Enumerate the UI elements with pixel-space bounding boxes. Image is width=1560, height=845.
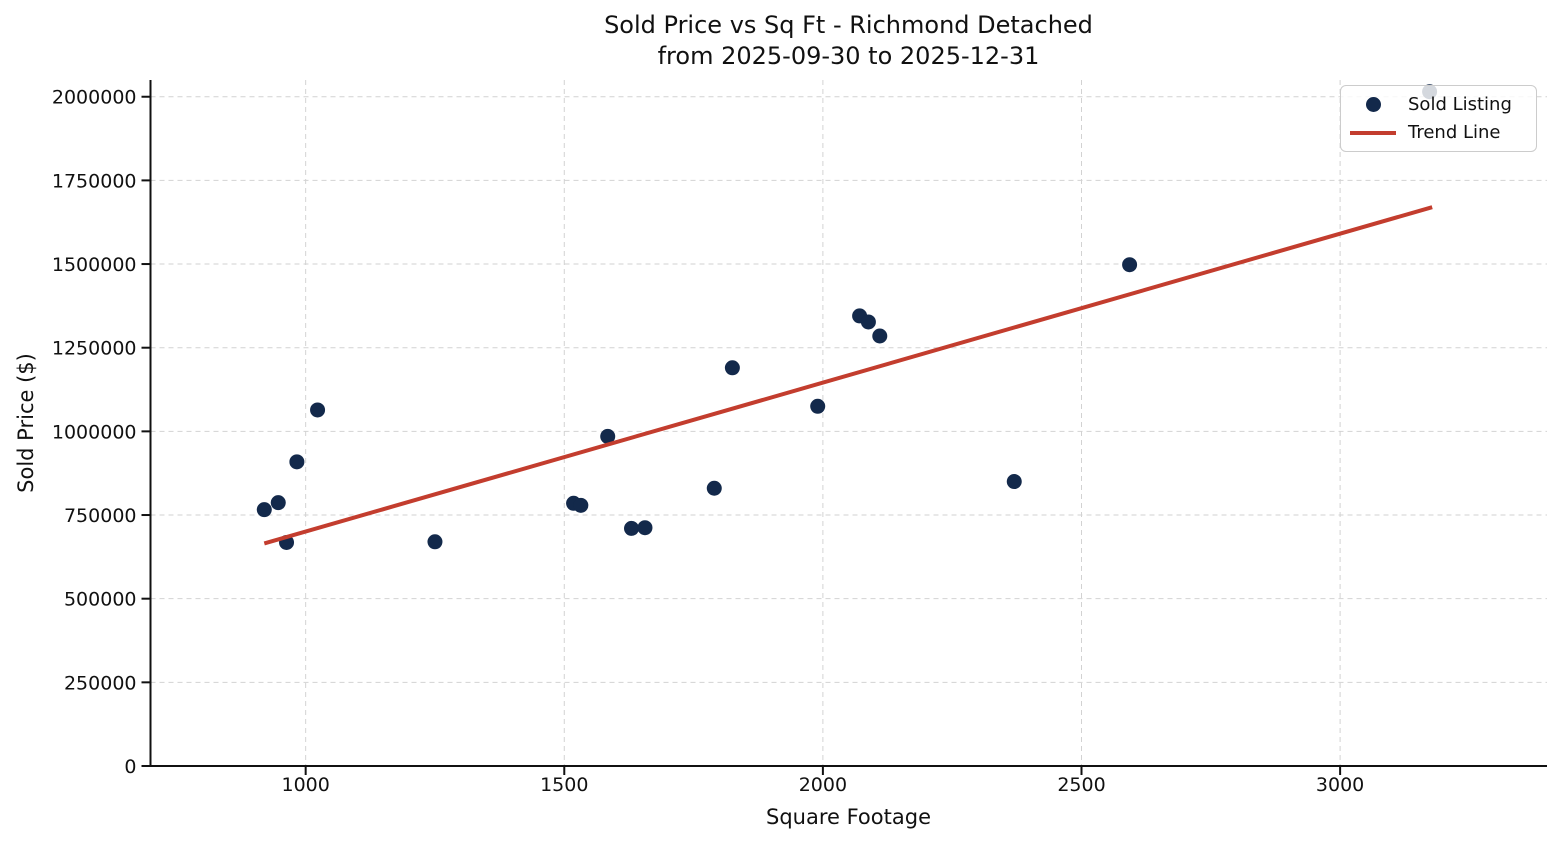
data-point xyxy=(810,398,826,414)
x-tick-label: 2500 xyxy=(1057,774,1105,796)
data-point xyxy=(427,534,443,550)
y-tick-label: 1000000 xyxy=(52,421,137,443)
data-point xyxy=(1122,257,1138,273)
trend-line-marker-icon xyxy=(1350,130,1396,135)
data-point xyxy=(624,520,640,536)
trend-line xyxy=(263,205,1433,546)
chart-title: Sold Price vs Sq Ft - Richmond Detached … xyxy=(150,10,1547,72)
data-point xyxy=(1006,474,1022,490)
data-point xyxy=(872,328,888,344)
legend: Sold Listing Trend Line xyxy=(1340,85,1537,152)
legend-label-trend-line: Trend Line xyxy=(1408,122,1501,143)
data-point xyxy=(573,497,589,513)
chart-title-line2: from 2025-09-30 to 2025-12-31 xyxy=(657,42,1040,70)
x-axis-ticks: 1000 1500 2000 2500 3000 xyxy=(281,766,1364,796)
sold-listing-marker-icon xyxy=(1365,97,1381,112)
data-point xyxy=(270,495,286,511)
data-point xyxy=(724,360,740,376)
legend-swatch-column xyxy=(1347,97,1399,112)
legend-swatch-column xyxy=(1347,130,1399,135)
data-point xyxy=(310,402,326,418)
y-tick-label: 500000 xyxy=(64,589,137,611)
y-tick-label: 0 xyxy=(124,756,136,778)
x-tick-label: 1000 xyxy=(281,774,329,796)
data-point xyxy=(600,428,616,444)
chart-title-line1: Sold Price vs Sq Ft - Richmond Detached xyxy=(604,11,1093,39)
axis-spines xyxy=(149,80,1547,767)
x-tick-label: 1500 xyxy=(540,774,588,796)
data-point xyxy=(637,520,653,536)
x-axis-label: Square Footage xyxy=(766,805,931,829)
y-tick-label: 750000 xyxy=(64,505,137,527)
data-point xyxy=(256,502,272,518)
data-point xyxy=(860,314,876,330)
y-tick-label: 1250000 xyxy=(52,338,137,360)
gridlines xyxy=(150,80,1547,766)
data-point xyxy=(289,454,305,470)
y-axis-ticks: 0 250000 500000 750000 1000000 1250000 1500000… xyxy=(52,87,151,778)
scatter-points xyxy=(256,84,1438,550)
y-tick-label: 1750000 xyxy=(52,170,137,192)
data-point xyxy=(706,480,722,496)
x-tick-label: 3000 xyxy=(1316,774,1364,796)
y-axis-label: Sold Price ($) xyxy=(14,353,38,493)
legend-item-trend-line: Trend Line xyxy=(1347,119,1528,147)
y-tick-label: 1500000 xyxy=(52,254,137,276)
legend-item-sold-listing: Sold Listing xyxy=(1347,91,1528,119)
y-tick-label: 2000000 xyxy=(52,87,137,109)
x-tick-label: 2000 xyxy=(799,774,847,796)
y-tick-label: 250000 xyxy=(64,672,137,694)
legend-label-sold-listing: Sold Listing xyxy=(1408,94,1512,115)
